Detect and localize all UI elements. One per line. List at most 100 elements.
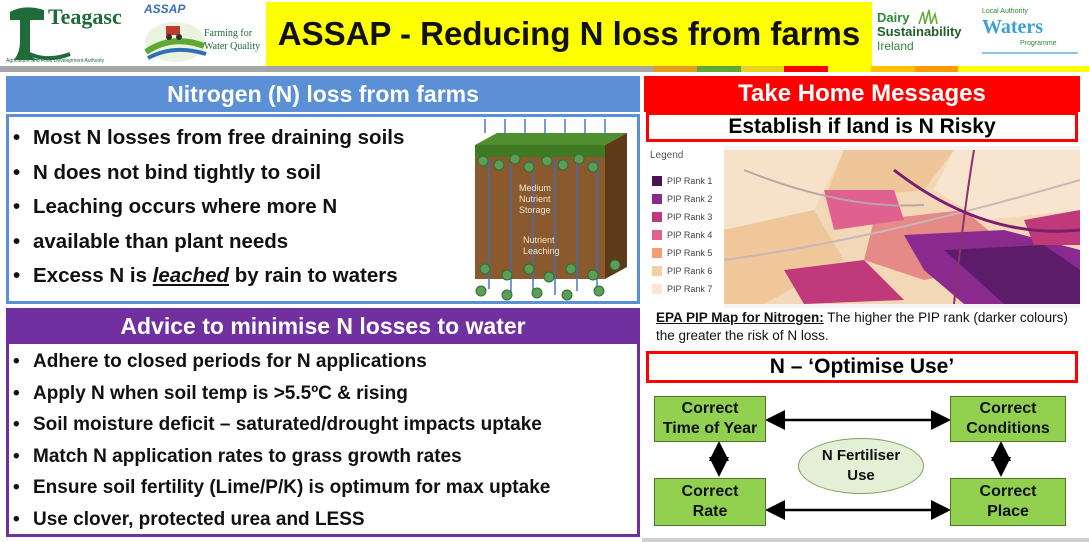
legend-swatch	[652, 248, 662, 258]
advice-bullet: Ensure soil fertility (Lime/P/K) is opti…	[9, 472, 637, 504]
grass-icon	[918, 9, 938, 24]
map-caption: EPA PIP Map for Nitrogen: The higher the…	[656, 309, 1084, 345]
strip-segment	[1001, 66, 1046, 72]
loss-panel-body: Most N losses from free draining soils N…	[6, 114, 640, 304]
map-legend: Legend PIP Rank 1 PIP Rank 2 PIP Rank 3 PIP…	[646, 146, 724, 308]
soil-leaching-figure: Medium Nutrient Storage Nutrient Leachin…	[467, 119, 637, 301]
advice-bullet: Adhere to closed periods for N applicati…	[9, 346, 637, 378]
flow-label: Time of Year	[662, 420, 758, 437]
flow-label: N Fertiliser	[821, 447, 901, 464]
strip-segment	[261, 66, 305, 72]
n-fertiliser-use-oval: N Fertiliser Use	[798, 438, 924, 494]
strip-segment	[479, 66, 523, 72]
waters-logo-top: Local Authority	[982, 8, 1028, 15]
figure-label: Medium	[519, 183, 552, 193]
strip-segment	[566, 66, 610, 72]
waters-programme-logo: Local Authority Waters Programme	[980, 6, 1084, 64]
legend-label: PIP Rank 3	[667, 212, 713, 222]
teagasc-tagline: Agriculture and Food Development Authori…	[6, 58, 105, 64]
strip-segment	[0, 66, 44, 72]
figure-label: Leaching	[523, 246, 560, 256]
legend-swatch	[652, 266, 662, 276]
teagasc-wordmark: Teagasc	[48, 4, 122, 29]
page-title: ASSAP - Reducing N loss from farms	[277, 15, 861, 52]
legend-item: PIP Rank 7	[652, 284, 712, 294]
strip-segment	[609, 66, 654, 72]
loss-bullet-continuation: available than plant needs	[9, 225, 471, 260]
flow-label: Use	[847, 467, 875, 484]
legend-swatch	[652, 212, 662, 222]
assap-wordmark: ASSAP	[144, 2, 186, 16]
tractor-landscape-icon	[144, 22, 207, 62]
legend-item: PIP Rank 1	[652, 176, 712, 186]
optimise-box: N – ‘Optimise Use’	[646, 351, 1078, 383]
legend-label: PIP Rank 7	[667, 284, 713, 294]
advice-panel-body: Adhere to closed periods for N applicati…	[6, 344, 640, 537]
figure-label: Nutrient	[523, 235, 555, 245]
legend-label: PIP Rank 6	[667, 266, 713, 276]
waters-logo-main: Waters	[982, 16, 1044, 38]
strip-segment	[130, 66, 175, 72]
legend-label: PIP Rank 5	[667, 248, 713, 258]
correct-conditions-box: Correct Conditions	[950, 396, 1066, 442]
assap-tagline-1: Farming for	[204, 28, 253, 39]
header-bar: Teagasc Agriculture and Food Development…	[0, 0, 1089, 72]
optimise-flow-diagram: Correct Time of Year Correct Conditions …	[646, 386, 1084, 537]
teagasc-logo: Teagasc Agriculture and Food Development…	[4, 2, 140, 66]
figure-label: Nutrient	[519, 194, 551, 204]
strip-segment	[43, 66, 88, 72]
strip-segment	[1045, 66, 1089, 72]
header-color-strip	[0, 66, 1089, 72]
flow-label: Conditions	[966, 420, 1050, 437]
strip-segment	[653, 66, 697, 72]
loss-bullet-prefix: Excess N is	[33, 264, 153, 287]
assap-tagline-2: Water Quality	[204, 41, 261, 52]
legend-label: PIP Rank 4	[667, 230, 713, 240]
legend-label: PIP Rank 2	[667, 194, 713, 204]
strip-segment	[958, 66, 1002, 72]
advice-bullet: Match N application rates to grass growt…	[9, 441, 637, 473]
dairy-logo-line3: Ireland	[877, 39, 914, 53]
title-banner: ASSAP - Reducing N loss from farms	[266, 2, 872, 66]
pip-rank-map	[724, 150, 1080, 304]
flow-label: Place	[987, 503, 1029, 520]
legend-label: PIP Rank 1	[667, 176, 713, 186]
loss-bullet: Most N losses from free draining soils	[9, 121, 471, 156]
legend-title: Legend	[650, 150, 684, 161]
strip-segment	[174, 66, 218, 72]
legend-item: PIP Rank 4	[652, 230, 712, 240]
loss-bullet: Excess N is leached by rain to waters	[9, 259, 471, 294]
strip-segment	[392, 66, 436, 72]
flow-label: Rate	[692, 503, 728, 520]
loss-bullet-list: Most N losses from free draining soils N…	[9, 121, 471, 294]
flow-label: Correct	[979, 483, 1037, 500]
flow-label: Correct	[681, 400, 739, 417]
dairy-sustainability-logo: Dairy Sustainability Ireland	[875, 6, 975, 62]
pip-map-panel: Legend PIP Rank 1 PIP Rank 2 PIP Rank 3 PIP…	[646, 146, 1080, 308]
strip-segment	[217, 66, 262, 72]
loss-bullet: Leaching occurs where more N	[9, 190, 471, 225]
loss-bullet-emphasis: leached	[152, 264, 230, 287]
strip-segment	[304, 66, 349, 72]
teagasc-logo-icon	[10, 7, 71, 61]
figure-label: Storage	[519, 205, 551, 215]
legend-swatch	[652, 284, 662, 294]
loss-panel-heading: Nitrogen (N) loss from farms	[6, 76, 640, 112]
advice-panel-heading: Advice to minimise N losses to water	[6, 308, 640, 344]
correct-rate-box: Correct Rate	[654, 478, 766, 526]
legend-item: PIP Rank 5	[652, 248, 712, 258]
legend-item: PIP Rank 2	[652, 194, 712, 204]
correct-time-box: Correct Time of Year	[654, 396, 766, 442]
strip-segment	[827, 66, 872, 72]
strip-segment	[914, 66, 959, 72]
legend-item: PIP Rank 3	[652, 212, 712, 222]
map-caption-text: The higher the PIP rank (darker colours)…	[656, 310, 1068, 343]
dairy-logo-line1: Dairy	[877, 10, 910, 25]
flow-arrows	[709, 410, 1011, 520]
strip-segment	[522, 66, 567, 72]
flow-label: Correct	[979, 400, 1037, 417]
advice-bullet: Use clover, protected urea and LESS	[9, 504, 637, 536]
loss-bullet: N does not bind tightly to soil	[9, 156, 471, 191]
map-caption-title: EPA PIP Map for Nitrogen:	[656, 310, 824, 325]
legend-item: PIP Rank 6	[652, 266, 712, 276]
